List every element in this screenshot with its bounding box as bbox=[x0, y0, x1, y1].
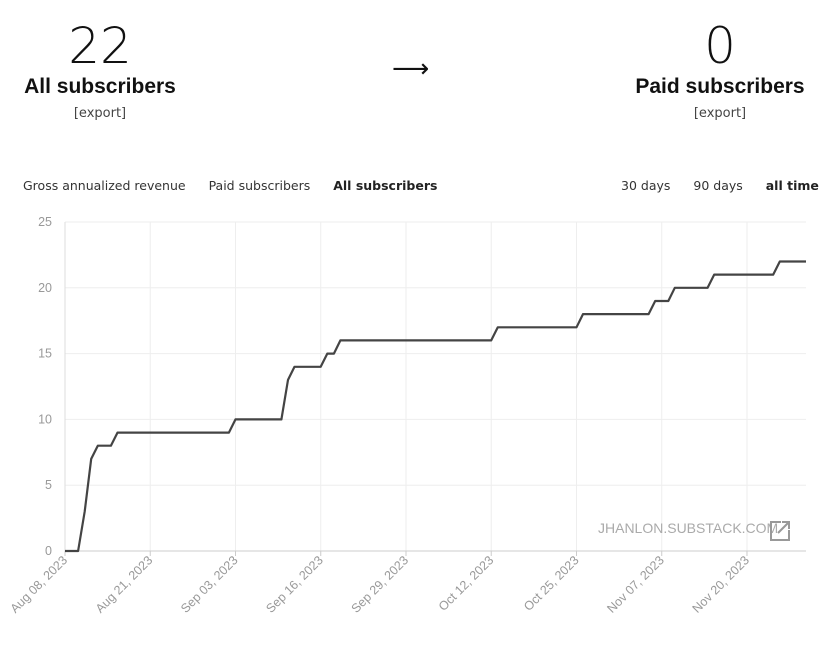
tab-paid-subscribers[interactable]: Paid subscribers bbox=[208, 178, 311, 193]
subscribers-line-chart: 0 5 10 15 20 25 Aug 08, 2023 Aug 21, 2023 Sep 03… bbox=[8, 215, 806, 616]
x-tick-label: Aug 21, 2023 bbox=[93, 553, 156, 616]
all-subscribers-label: All subscribers bbox=[24, 75, 176, 98]
tab-90-days[interactable]: 90 days bbox=[693, 178, 743, 193]
tab-30-days[interactable]: 30 days bbox=[621, 178, 671, 193]
external-link-icon[interactable] bbox=[770, 521, 790, 541]
all-subscribers-count: 22 bbox=[68, 17, 132, 75]
series-line bbox=[65, 260, 806, 553]
x-tick-label: Nov 07, 2023 bbox=[604, 553, 667, 616]
export-paid-subscribers-link[interactable]: [export] bbox=[693, 106, 747, 121]
y-tick-label: 0 bbox=[45, 544, 52, 558]
chart-series bbox=[65, 260, 806, 553]
chart-axes: 0 5 10 15 20 25 Aug 08, 2023 Aug 21, 2023 Sep 03… bbox=[8, 215, 806, 616]
tab-all-time[interactable]: all time bbox=[765, 178, 819, 193]
y-tick-label: 10 bbox=[38, 412, 52, 426]
paid-subscribers-count: 0 bbox=[704, 17, 736, 75]
y-tick-label: 25 bbox=[38, 215, 52, 229]
paid-subscribers-label: Paid subscribers bbox=[635, 75, 805, 98]
x-tick-label: Nov 20, 2023 bbox=[690, 553, 753, 616]
all-subscribers-stat: 22 All subscribers [export] bbox=[20, 20, 180, 121]
metric-tabs: Gross annualized revenue Paid subscriber… bbox=[23, 178, 456, 193]
y-tick-label: 15 bbox=[38, 347, 52, 361]
x-tick-label: Aug 08, 2023 bbox=[8, 553, 71, 616]
chart-watermark: JHANLON.SUBSTACK.COM bbox=[598, 520, 778, 536]
chart-grid bbox=[64, 221, 806, 552]
y-tick-label: 5 bbox=[45, 478, 52, 492]
arrow-right-icon: ⟶ bbox=[392, 54, 430, 84]
tab-gross-annualized-revenue[interactable]: Gross annualized revenue bbox=[23, 178, 186, 193]
x-tick-label: Oct 25, 2023 bbox=[521, 553, 582, 614]
range-tabs: 30 days 90 days all time bbox=[621, 178, 819, 193]
x-tick-label: Sep 29, 2023 bbox=[349, 553, 412, 616]
y-tick-label: 20 bbox=[38, 281, 52, 295]
x-tick-label: Sep 03, 2023 bbox=[178, 553, 241, 616]
x-tick-label: Sep 16, 2023 bbox=[263, 553, 326, 616]
export-all-subscribers-link[interactable]: [export] bbox=[73, 106, 127, 121]
paid-subscribers-stat: 0 Paid subscribers [export] bbox=[630, 20, 810, 121]
tab-all-subscribers[interactable]: All subscribers bbox=[333, 178, 438, 193]
x-tick-label: Oct 12, 2023 bbox=[436, 553, 497, 614]
